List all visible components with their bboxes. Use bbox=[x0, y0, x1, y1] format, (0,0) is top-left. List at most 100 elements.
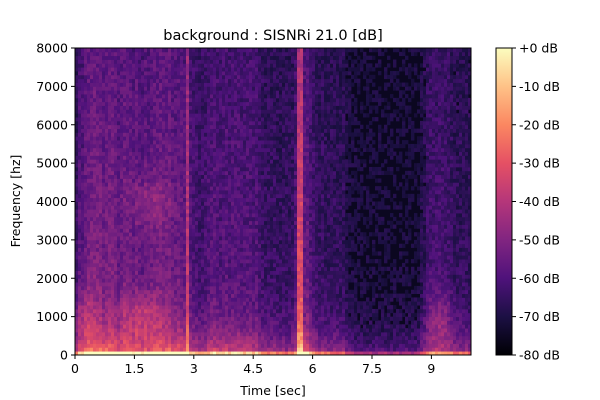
spectrogram-cell bbox=[132, 105, 136, 110]
spectrogram-cell bbox=[216, 343, 220, 348]
spectrogram-cell bbox=[147, 274, 151, 279]
spectrogram-cell bbox=[210, 324, 214, 329]
spectrogram-cell bbox=[90, 170, 94, 176]
spectrogram-cell bbox=[141, 189, 145, 195]
spectrogram-cell bbox=[105, 293, 109, 298]
spectrogram-cell bbox=[213, 63, 217, 68]
spectrogram-cell bbox=[141, 262, 145, 268]
spectrogram-cell bbox=[90, 236, 94, 241]
spectrogram-cell bbox=[171, 178, 175, 183]
spectrogram-cell bbox=[105, 289, 109, 294]
spectrogram-cell bbox=[123, 316, 127, 321]
spectrogram-cell bbox=[252, 278, 256, 283]
spectrogram-cell bbox=[180, 305, 184, 310]
spectrogram-cell bbox=[102, 278, 106, 283]
spectrogram-cell bbox=[180, 274, 184, 279]
spectrogram-cell bbox=[96, 335, 100, 341]
spectrogram-cell bbox=[213, 205, 217, 210]
spectrogram-cell bbox=[93, 128, 97, 133]
spectrogram-cell bbox=[258, 266, 262, 271]
spectrogram-cell bbox=[240, 324, 244, 329]
spectrogram-cell bbox=[222, 320, 226, 325]
spectrogram-cell bbox=[225, 48, 229, 53]
spectrogram-cell bbox=[168, 178, 172, 183]
spectrogram-cell bbox=[228, 124, 232, 129]
spectrogram-cell bbox=[171, 274, 175, 279]
spectrogram-cell bbox=[237, 94, 241, 99]
spectrogram-cell bbox=[81, 339, 85, 344]
spectrogram-cell bbox=[141, 205, 145, 210]
spectrogram-cell bbox=[156, 124, 160, 129]
spectrogram-cell bbox=[99, 197, 103, 202]
spectrogram-cell bbox=[105, 259, 109, 264]
spectrogram-cell bbox=[228, 255, 232, 260]
spectrogram-cell bbox=[90, 51, 94, 57]
spectrogram-cell bbox=[231, 155, 235, 160]
spectrogram-cell bbox=[120, 136, 124, 141]
spectrogram-cell bbox=[156, 78, 160, 83]
spectrogram-cell bbox=[222, 270, 226, 275]
spectrogram-cell bbox=[135, 270, 139, 275]
spectrogram-cell bbox=[201, 170, 205, 176]
spectrogram-cell bbox=[102, 86, 106, 91]
spectrogram-cell bbox=[111, 270, 115, 275]
spectrogram-cell bbox=[138, 67, 142, 72]
spectrogram-cell bbox=[198, 259, 202, 264]
spectrogram-cell bbox=[225, 278, 229, 283]
spectrogram-cell bbox=[90, 209, 94, 214]
spectrogram-cell bbox=[231, 63, 235, 68]
spectrogram-cell bbox=[252, 59, 256, 64]
spectrogram-cell bbox=[183, 262, 187, 268]
spectrogram-cell bbox=[138, 120, 142, 126]
spectrogram-cell bbox=[210, 224, 214, 229]
spectrogram-cell bbox=[207, 163, 211, 168]
spectrogram-cell bbox=[228, 109, 232, 114]
spectrogram-cell bbox=[255, 97, 259, 103]
spectrogram-cell bbox=[195, 270, 199, 275]
spectrogram-cell bbox=[111, 285, 115, 291]
spectrogram-cell bbox=[156, 90, 160, 95]
spectrogram-cell bbox=[213, 74, 217, 80]
spectrogram-cell bbox=[213, 113, 217, 118]
spectrogram-cell bbox=[117, 266, 121, 271]
spectrogram-cell bbox=[222, 151, 226, 156]
spectrogram-cell bbox=[168, 228, 172, 233]
spectrogram-cell bbox=[147, 259, 151, 264]
spectrogram-cell bbox=[228, 51, 232, 57]
spectrogram-cell bbox=[123, 220, 127, 225]
spectrogram-cell bbox=[174, 331, 178, 337]
spectrogram-cell bbox=[198, 170, 202, 176]
spectrogram-cell bbox=[210, 67, 214, 72]
spectrogram-cell bbox=[135, 312, 139, 318]
spectrogram-cell bbox=[237, 197, 241, 202]
spectrogram-cell bbox=[123, 201, 127, 206]
spectrogram-cell bbox=[93, 266, 97, 271]
spectrogram-cell bbox=[240, 216, 244, 222]
spectrogram-cell bbox=[249, 251, 253, 256]
spectrogram-cell bbox=[180, 182, 184, 187]
spectrogram-cell bbox=[126, 193, 130, 199]
spectrogram-cell bbox=[90, 201, 94, 206]
spectrogram-cell bbox=[204, 285, 208, 291]
spectrogram-cell bbox=[231, 251, 235, 256]
spectrogram-cell bbox=[78, 117, 82, 122]
spectrogram-cell bbox=[210, 147, 214, 153]
spectrogram-cell bbox=[186, 136, 190, 141]
spectrogram-cell bbox=[216, 209, 220, 214]
spectrogram-cell bbox=[102, 97, 106, 103]
spectrogram-cell bbox=[249, 331, 253, 337]
spectrogram-cell bbox=[162, 124, 166, 129]
spectrogram-cell bbox=[90, 159, 94, 164]
spectrogram-cell bbox=[96, 308, 100, 314]
spectrogram-cell bbox=[87, 316, 91, 321]
spectrogram-cell bbox=[123, 71, 127, 76]
spectrogram-cell bbox=[126, 328, 130, 333]
spectrogram-cell bbox=[234, 301, 238, 306]
spectrogram-cell bbox=[165, 117, 169, 122]
spectrogram-cell bbox=[93, 189, 97, 195]
spectrogram-cell bbox=[99, 82, 103, 87]
spectrogram-cell bbox=[210, 351, 214, 355]
spectrogram-cell bbox=[171, 90, 175, 95]
spectrogram-cell bbox=[75, 86, 79, 91]
spectrogram-cell bbox=[207, 331, 211, 337]
